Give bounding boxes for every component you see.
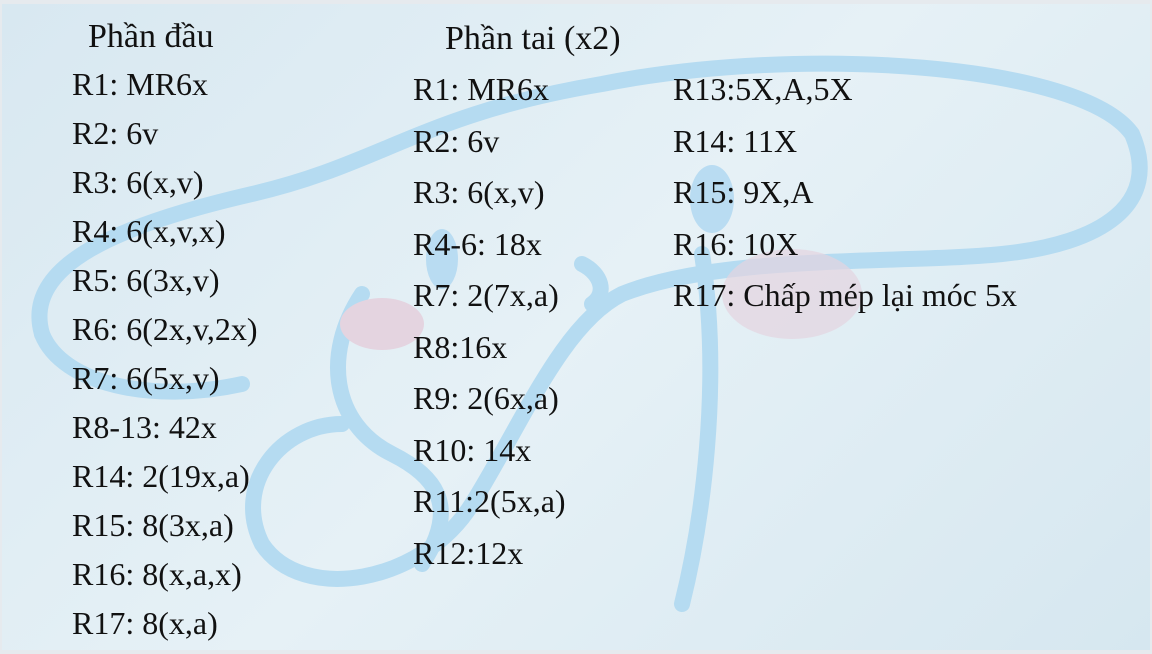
head-row: R2: 6v (72, 115, 159, 151)
head-row: R7: 6(5x,v) (72, 360, 220, 396)
cinnamoroll-outline-illustration (31, 55, 1148, 612)
ear-row: R8:16x (413, 328, 508, 365)
ear-row: R11:2(5x,a) (413, 483, 566, 519)
pattern-card: Phần đầu Phần tai (x2) R1: MR6x R2: 6v R… (2, 4, 1150, 650)
ear-row: R4-6: 18x (413, 225, 542, 262)
head-row: R4: 6(x,v,x) (72, 213, 226, 249)
ear-section-title: Phần tai (x2) (445, 20, 621, 57)
head-row: R6: 6(2x,v,2x) (72, 311, 258, 347)
ear-row: R7: 2(7x,a) (413, 277, 559, 313)
head-row: R17: 8(x,a) (72, 605, 218, 641)
head-rows-list: R1: MR6x R2: 6v R3: 6(x,v) R4: 6(x,v,x) … (72, 60, 257, 648)
head-row: R1: MR6x (72, 66, 209, 102)
ear-rows-right-list: R13:5X,A,5X R14: 11X R15: 9X,A R16: 10X … (673, 64, 1017, 322)
ear-row: R9: 2(6x,a) (413, 380, 559, 416)
ear-row: R14: 11X (673, 122, 798, 159)
ear-row: R2: 6v (413, 122, 500, 159)
head-section-title: Phần đầu (88, 18, 214, 55)
ear-row: R13:5X,A,5X (673, 71, 853, 107)
ear-row: R16: 10X (673, 225, 799, 262)
ear-rows-left-list: R1: MR6x R2: 6v R3: 6(x,v) R4-6: 18x R7:… (413, 64, 566, 579)
head-row: R8-13: 42x (72, 409, 217, 445)
head-row: R14: 2(19x,a) (72, 458, 250, 494)
ear-row: R3: 6(x,v) (413, 174, 545, 210)
head-row: R16: 8(x,a,x) (72, 556, 242, 592)
ear-row: R15: 9X,A (673, 174, 814, 210)
head-row: R5: 6(3x,v) (72, 262, 220, 298)
head-row: R15: 8(3x,a) (72, 507, 234, 543)
ear-row: R17: Chấp mép lại móc 5x (673, 277, 1017, 313)
head-row: R3: 6(x,v) (72, 164, 204, 200)
ear-row: R1: MR6x (413, 71, 550, 107)
ear-row: R10: 14x (413, 431, 532, 468)
ear-row: R12:12x (413, 534, 524, 571)
